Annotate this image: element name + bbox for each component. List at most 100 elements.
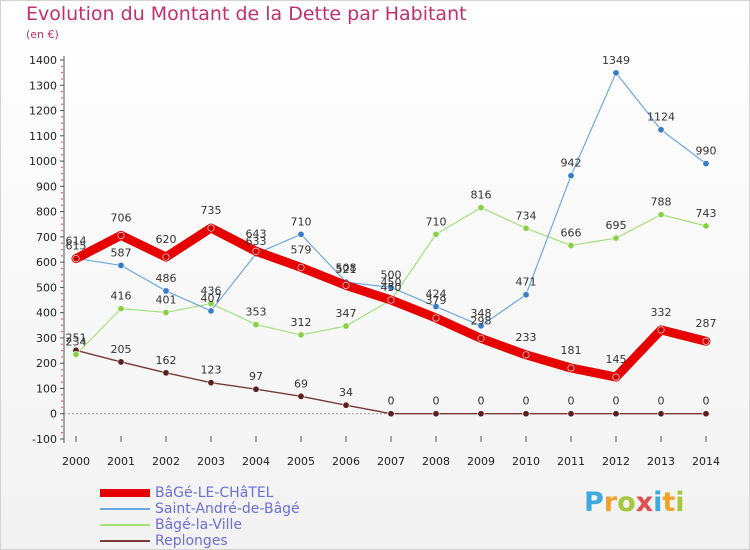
data-label: 436 — [201, 285, 222, 298]
y-minor-tick — [61, 305, 63, 308]
y-minor-tick — [61, 141, 63, 143]
data-label: 615 — [66, 239, 87, 252]
data-point — [117, 231, 125, 239]
data-point — [522, 291, 530, 299]
data-label: 0 — [658, 395, 665, 408]
y-minor-tick — [61, 318, 63, 320]
y-minor-tick — [61, 381, 63, 383]
x-tick-label: 2002 — [152, 455, 180, 468]
y-minor-tick — [61, 292, 63, 295]
data-point — [612, 410, 620, 418]
data-label: 471 — [516, 276, 537, 289]
y-tick-label: 600 — [36, 256, 57, 269]
data-label: 706 — [111, 211, 132, 224]
data-point — [387, 283, 395, 291]
data-label: 379 — [426, 294, 447, 307]
legend-label: Bâgé-la-Ville — [155, 517, 242, 533]
x-tick-label: 2013 — [647, 455, 675, 468]
y-tick-label: 1400 — [29, 54, 57, 67]
data-point — [117, 305, 125, 313]
y-minor-tick — [61, 153, 63, 156]
data-label: 162 — [156, 354, 177, 367]
logo-letter: i — [653, 487, 663, 518]
y-minor-tick — [61, 267, 63, 270]
data-point — [207, 307, 215, 315]
logo-letter: r — [603, 487, 618, 518]
data-label: 486 — [156, 272, 177, 285]
y-minor-tick — [61, 65, 63, 68]
data-point — [567, 241, 575, 249]
y-tick-label: 200 — [36, 357, 57, 370]
data-label: 205 — [111, 343, 132, 356]
data-point — [207, 224, 215, 232]
data-point — [702, 410, 710, 418]
data-label: 0 — [568, 395, 575, 408]
y-minor-tick — [61, 343, 63, 346]
logo-letter: i — [675, 487, 685, 518]
x-tick-label: 2011 — [557, 455, 585, 468]
y-minor-tick — [61, 419, 63, 421]
data-point — [297, 230, 305, 238]
data-label: 312 — [291, 316, 312, 329]
legend-swatch — [100, 524, 150, 526]
y-minor-tick — [61, 122, 63, 124]
y-minor-tick — [61, 229, 63, 232]
data-label: 233 — [516, 331, 537, 344]
y-minor-tick — [61, 368, 63, 371]
y-minor-tick — [61, 406, 63, 409]
logo-letter: t — [662, 487, 676, 518]
y-minor-tick — [61, 425, 63, 428]
y-minor-tick — [61, 255, 63, 257]
data-label: 734 — [516, 209, 537, 222]
data-label: 450 — [381, 281, 402, 294]
data-point — [612, 234, 620, 242]
data-point — [522, 351, 530, 359]
legend-label: Replonges — [155, 533, 228, 549]
data-point — [702, 337, 710, 345]
y-minor-tick — [61, 356, 63, 358]
y-minor-tick — [61, 198, 63, 200]
data-label: 181 — [561, 344, 582, 357]
y-minor-tick — [61, 191, 63, 194]
data-point — [477, 334, 485, 342]
data-label: 1349 — [602, 54, 630, 67]
data-point — [612, 69, 620, 77]
data-point — [387, 296, 395, 304]
data-point — [522, 224, 530, 232]
data-label: 620 — [156, 233, 177, 246]
data-point — [657, 126, 665, 134]
y-minor-tick — [61, 280, 63, 282]
y-minor-tick — [61, 204, 63, 207]
y-minor-tick — [61, 400, 63, 402]
data-label: 348 — [471, 307, 492, 320]
x-tick-label: 2003 — [197, 455, 225, 468]
data-label: 407 — [201, 292, 222, 305]
logo-letter: P — [584, 487, 604, 518]
logo-letter: o — [617, 487, 636, 518]
data-label: 710 — [291, 215, 312, 228]
y-tick-label: 800 — [36, 206, 57, 219]
data-label: 579 — [291, 243, 312, 256]
x-tick-label: 2000 — [62, 455, 90, 468]
legend-label: Saint-André-de-Bâgé — [155, 501, 300, 517]
data-label: 587 — [111, 246, 132, 259]
y-tick-label: 400 — [36, 307, 57, 320]
data-point — [567, 410, 575, 418]
x-tick-label: 2012 — [602, 455, 630, 468]
x-tick-label: 2009 — [467, 455, 495, 468]
data-label: 145 — [606, 353, 627, 366]
data-point — [252, 321, 260, 329]
data-label: 34 — [339, 386, 353, 399]
x-tick-label: 2014 — [692, 455, 720, 468]
data-label: 643 — [246, 227, 267, 240]
y-tick-label: 1200 — [29, 105, 57, 118]
y-minor-tick — [61, 330, 63, 333]
data-label: 710 — [426, 215, 447, 228]
y-tick-label: 0 — [50, 408, 57, 421]
chart-unit-label: (en €) — [26, 28, 59, 41]
y-minor-tick — [61, 375, 63, 377]
y-minor-tick — [61, 128, 63, 131]
y-minor-tick — [61, 217, 63, 219]
